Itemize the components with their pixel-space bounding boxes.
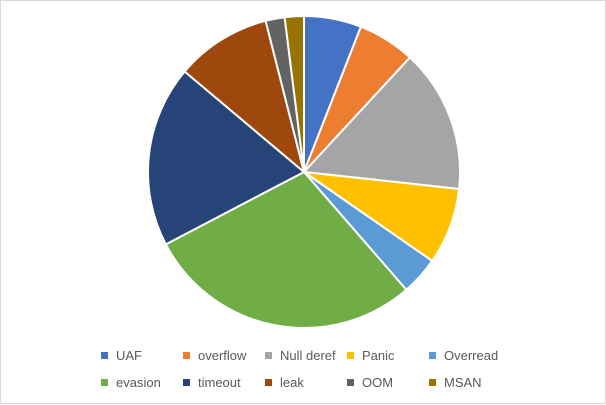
legend-label: timeout <box>198 374 241 390</box>
legend-swatch <box>347 378 354 386</box>
legend-item-leak: leak <box>265 373 347 391</box>
legend-item-panic: Panic <box>347 346 429 364</box>
pie-slice-msan <box>283 15 305 173</box>
legend-label: overflow <box>198 347 247 363</box>
legend-label: Null deref <box>280 347 336 363</box>
legend-item-uaf: UAF <box>101 346 183 364</box>
legend-label: Overread <box>444 347 499 363</box>
legend-swatch <box>347 351 354 359</box>
pie-slice-timeout <box>147 70 305 246</box>
legend-swatch <box>101 351 108 359</box>
legend-item-overread: Overread <box>429 346 521 364</box>
legend-swatch <box>429 378 436 386</box>
pie-slice-null-deref <box>303 56 461 190</box>
legend-label: Panic <box>362 347 395 363</box>
legend-item-msan: MSAN <box>429 373 521 391</box>
legend-swatch <box>265 351 272 359</box>
legend-item-timeout: timeout <box>183 373 265 391</box>
legend-label: OOM <box>362 374 394 390</box>
legend-swatch <box>429 351 436 359</box>
legend-item-overflow: overflow <box>183 346 265 364</box>
legend-swatch <box>183 378 190 386</box>
legend-item-evasion: evasion <box>101 373 183 391</box>
legend-item-null-deref: Null deref <box>265 346 347 364</box>
legend-swatch <box>101 378 108 386</box>
legend-label: leak <box>280 374 304 390</box>
legend-label: UAF <box>116 347 142 363</box>
pie-slice-evasion <box>164 171 408 329</box>
chart-legend: UAF overflow Null deref Panic Overread evasio… <box>101 346 521 391</box>
legend-swatch <box>265 378 272 386</box>
legend-label: evasion <box>116 374 161 390</box>
legend-label: MSAN <box>444 374 482 390</box>
legend-item-oom: OOM <box>347 373 429 391</box>
legend-swatch <box>183 351 190 359</box>
